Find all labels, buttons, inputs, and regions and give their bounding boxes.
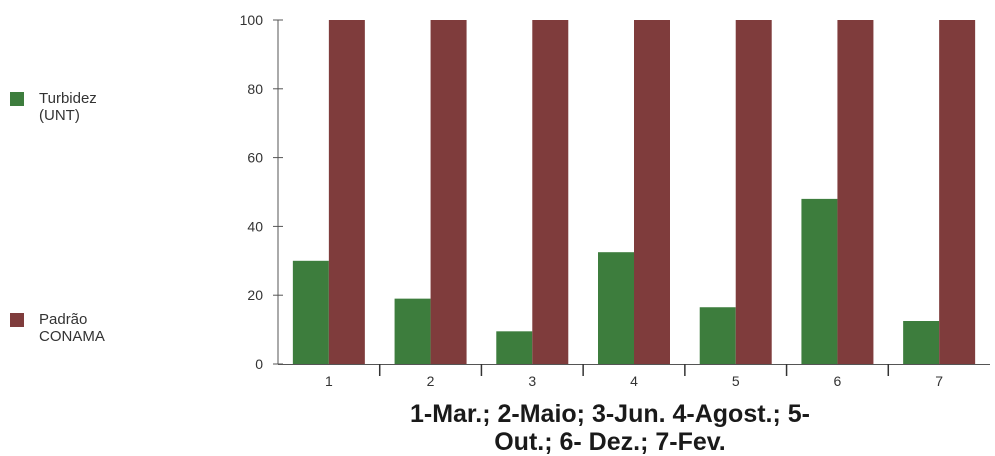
x-axis-title-line1: 1-Mar.; 2-Maio; 3-Jun. 4-Agost.; 5- — [409, 400, 811, 428]
y-tick-label-60: 60 — [247, 150, 263, 166]
x-tick-label-6: 6 — [834, 373, 842, 389]
legend-label-turbidez: Turbidez (UNT) — [39, 90, 189, 124]
legend-swatch-padrao-conama — [10, 313, 24, 327]
bar-turbidez-5 — [699, 307, 736, 364]
legend-label-padrao-conama: Padrão CONAMA — [39, 311, 189, 345]
y-tick-label-40: 40 — [247, 218, 263, 234]
bar-padrao-conama-2 — [430, 20, 467, 364]
legend-label-padrao-line1: Padrão — [39, 311, 88, 328]
bar-padrao-conama-4 — [634, 20, 670, 364]
bar-padrao-conama-7 — [939, 20, 976, 364]
bar-turbidez-2 — [394, 298, 431, 364]
x-tick-label-5: 5 — [732, 373, 740, 389]
x-tick-label-2: 2 — [427, 373, 435, 389]
legend-swatch-turbidez — [10, 92, 24, 106]
bar-padrao-conama-3 — [532, 20, 569, 364]
x-tick-label-7: 7 — [935, 373, 943, 389]
bar-turbidez-1 — [292, 260, 329, 364]
legend-label-turbidez-line1: Turbidez — [39, 90, 97, 107]
y-tick-label-20: 20 — [247, 287, 263, 303]
legend-label-turbidez-line2: (UNT) — [39, 107, 80, 124]
y-tick-label-80: 80 — [247, 81, 263, 97]
bar-padrao-conama-5 — [735, 20, 772, 364]
legend-label-padrao-line2: CONAMA — [39, 328, 105, 345]
bar-turbidez-3 — [496, 331, 533, 364]
bar-padrao-conama-6 — [837, 20, 874, 364]
bar-turbidez-7 — [903, 321, 940, 364]
x-axis-title: 1-Mar.; 2-Maio; 3-Jun. 4-Agost.; 5- Out.… — [260, 400, 960, 456]
y-tick-label-0: 0 — [255, 356, 263, 372]
bar-turbidez-4 — [598, 252, 634, 364]
x-tick-label-3: 3 — [528, 373, 536, 389]
x-tick-label-4: 4 — [630, 373, 638, 389]
bar-padrao-conama-1 — [328, 20, 365, 364]
bar-turbidez-6 — [801, 198, 838, 364]
x-tick-label-1: 1 — [325, 373, 333, 389]
y-tick-label-100: 100 — [240, 12, 264, 28]
x-axis-title-line2: Out.; 6- Dez.; 7-Fev. — [494, 428, 726, 456]
